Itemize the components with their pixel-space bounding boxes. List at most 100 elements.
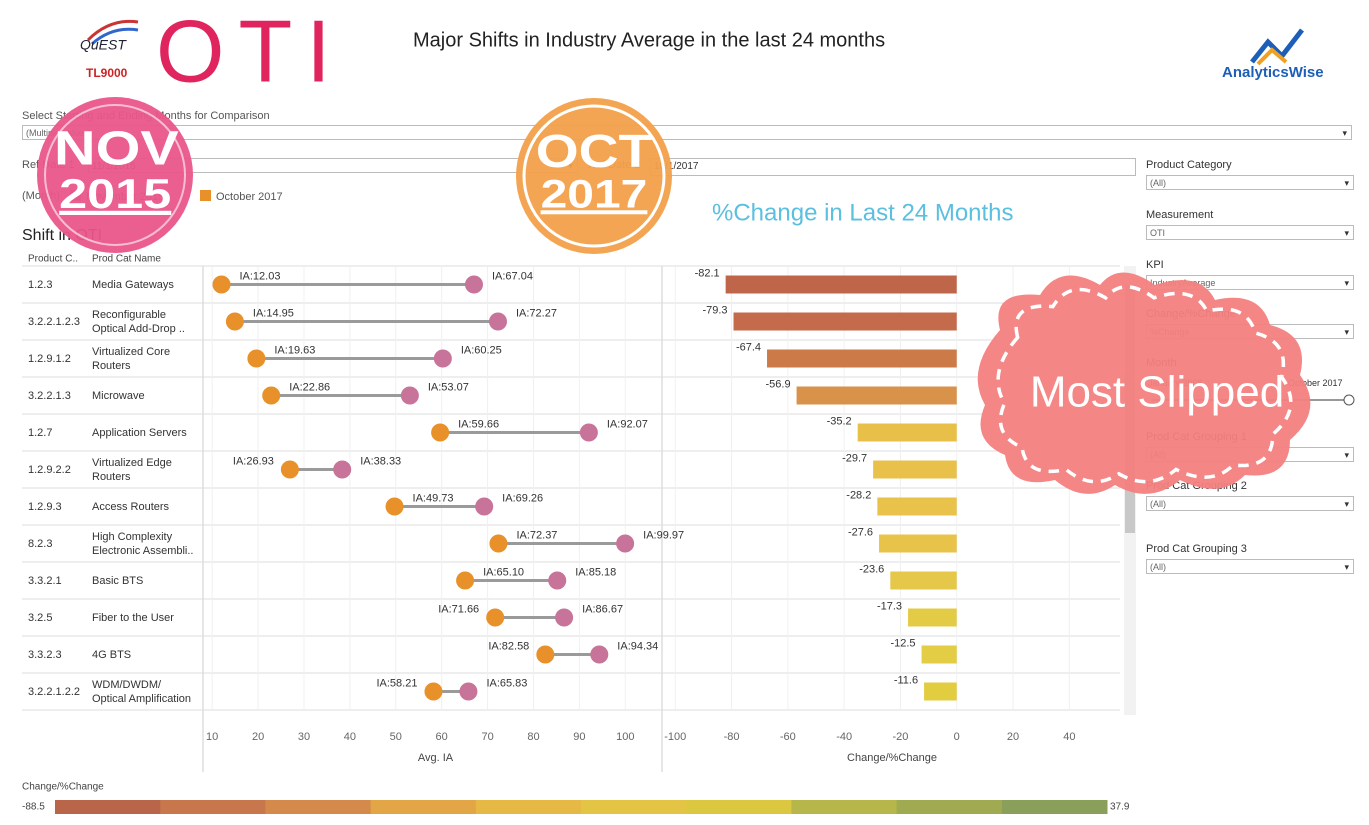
value-label: -17.3 bbox=[877, 600, 902, 612]
row-code: 1.2.9.1.2 bbox=[28, 352, 71, 365]
row-name: Basic BTS bbox=[92, 574, 144, 587]
legend-step bbox=[896, 800, 1003, 814]
dot bbox=[212, 275, 231, 294]
x-tick-label: 100 bbox=[616, 731, 634, 743]
bar bbox=[921, 645, 957, 664]
legend-step bbox=[265, 800, 372, 814]
bar bbox=[725, 275, 957, 294]
row-name: WDM/DWDM/ Optical Amplification bbox=[92, 678, 192, 705]
row-name: Fiber to the User bbox=[92, 611, 174, 624]
slider-handle[interactable] bbox=[1343, 394, 1355, 406]
dropdown[interactable]: OTI bbox=[1146, 225, 1354, 241]
dot bbox=[424, 682, 443, 701]
dot bbox=[548, 571, 567, 590]
row-code: 3.2.2.1.3 bbox=[28, 389, 71, 402]
x-tick-label: 30 bbox=[298, 731, 310, 743]
slider-label: January 2008 bbox=[1148, 378, 1203, 388]
value-label: -82.1 bbox=[695, 267, 720, 279]
panel-label: Product Category bbox=[1146, 159, 1232, 171]
dot bbox=[555, 608, 574, 627]
row-code: 3.3.2.1 bbox=[28, 574, 62, 587]
row-name: Reconfigurable Optical Add-Drop .. bbox=[92, 308, 185, 335]
dropdown[interactable]: IndustryAverage bbox=[1146, 275, 1354, 291]
panel-label: Prod Cat Grouping 3 bbox=[1146, 543, 1247, 555]
x-tick-label: -20 bbox=[892, 731, 908, 743]
dot bbox=[590, 645, 609, 664]
legend-min: -88.5 bbox=[22, 802, 45, 813]
bar bbox=[857, 423, 957, 442]
dot bbox=[262, 386, 281, 405]
dropdown[interactable]: (All) bbox=[1146, 447, 1354, 463]
logo-swoosh bbox=[90, 27, 139, 46]
panel-label: Month bbox=[1146, 357, 1177, 369]
row-code: 3.2.5 bbox=[28, 611, 53, 624]
row-name: Media Gateways bbox=[92, 278, 174, 291]
value-label: -79.3 bbox=[702, 304, 727, 316]
value-label: IA:65.83 bbox=[486, 677, 527, 689]
value-label: IA:49.73 bbox=[413, 492, 454, 504]
slider-label: October 2017 bbox=[1288, 378, 1343, 388]
dropdown[interactable]: (All) bbox=[1146, 175, 1354, 191]
row-name: Application Servers bbox=[92, 426, 187, 439]
x-tick-label: 60 bbox=[436, 731, 448, 743]
partner-icon bbox=[1256, 47, 1288, 66]
row-name: 4G BTS bbox=[92, 648, 132, 661]
panel-label: Prod Cat Grouping 2 bbox=[1146, 480, 1247, 492]
row-name: Virtualized Core Routers bbox=[92, 345, 171, 372]
partner: AnalyticsWise bbox=[1222, 64, 1324, 81]
value-label: IA:69.26 bbox=[502, 492, 543, 504]
value-label: -56.9 bbox=[765, 378, 790, 390]
bar bbox=[879, 534, 957, 553]
bar bbox=[877, 497, 957, 516]
value-label: IA:82.58 bbox=[488, 640, 529, 652]
value-label: IA:19.63 bbox=[274, 344, 315, 356]
axis-title: Change/%Change bbox=[847, 752, 937, 764]
col-header: Prod Cat Name bbox=[92, 254, 161, 265]
value-label: IA:85.18 bbox=[575, 566, 616, 578]
x-tick-label: 10 bbox=[206, 731, 218, 743]
x-tick-label: 50 bbox=[390, 731, 402, 743]
value-label: -35.2 bbox=[827, 415, 852, 427]
input[interactable]: 11/1/2015 bbox=[88, 158, 578, 174]
x-tick-label: 40 bbox=[1063, 731, 1075, 743]
value-label: IA:58.21 bbox=[376, 677, 417, 689]
x-tick-label: 20 bbox=[252, 731, 264, 743]
dot bbox=[433, 349, 452, 368]
dropdown[interactable]: (All) bbox=[1146, 496, 1354, 512]
value-label: IA:92.07 bbox=[607, 418, 648, 430]
col-header: Product C.. bbox=[28, 254, 78, 265]
panel-label: KPI bbox=[1146, 259, 1164, 271]
input[interactable]: 10/1/2017 bbox=[650, 158, 1136, 176]
dropdown[interactable]: (Multiple values) bbox=[22, 125, 1352, 141]
filter-label: Ref Date 1 bbox=[22, 159, 75, 171]
row-code: 1.2.9.2.2 bbox=[28, 463, 71, 476]
legend-swatch bbox=[200, 190, 211, 201]
legend-step bbox=[1001, 800, 1108, 814]
dot bbox=[247, 349, 266, 368]
filter-label: Select Starting and Ending Months for Co… bbox=[22, 110, 270, 122]
bar bbox=[890, 571, 957, 590]
x-tick-label: -80 bbox=[724, 731, 740, 743]
value-label: IA:65.10 bbox=[483, 566, 524, 578]
value-label: -11.6 bbox=[894, 674, 918, 686]
brand: OTI bbox=[156, 1, 345, 100]
filter-label: Ref Date 2 bbox=[588, 159, 641, 171]
legend-label: November 2015 bbox=[86, 191, 164, 203]
dropdown[interactable]: (All) bbox=[1146, 559, 1354, 575]
x-tick-label: -100 bbox=[664, 731, 686, 743]
row-code: 3.3.2.3 bbox=[28, 648, 62, 661]
row-code: 3.2.2.1.2.3 bbox=[28, 315, 80, 328]
value-label: -28.2 bbox=[846, 489, 871, 501]
row-code: 1.2.9.3 bbox=[28, 500, 62, 513]
x-tick-label: -40 bbox=[836, 731, 852, 743]
bar bbox=[733, 312, 957, 331]
legend-title: (Month) bbox=[22, 190, 60, 202]
partner-icon bbox=[1250, 28, 1304, 64]
dot bbox=[400, 386, 419, 405]
dot bbox=[486, 608, 505, 627]
row-name: Access Routers bbox=[92, 500, 170, 513]
dropdown[interactable]: %Change bbox=[1146, 324, 1354, 340]
value-label: IA:60.25 bbox=[461, 344, 502, 356]
x-tick-label: -60 bbox=[780, 731, 796, 743]
